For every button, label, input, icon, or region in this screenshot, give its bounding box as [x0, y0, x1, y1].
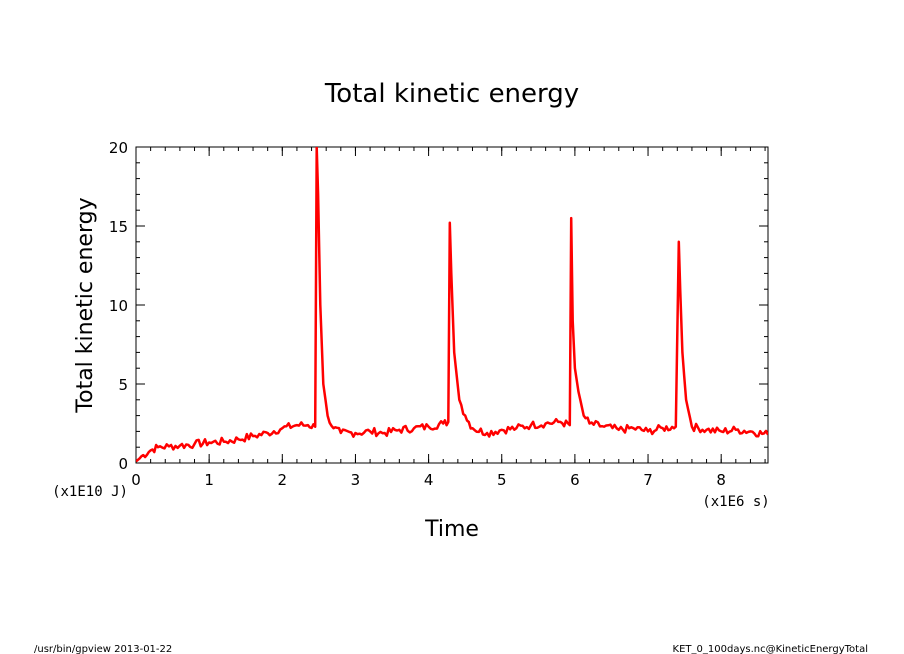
x-tick-label: 3: [351, 471, 361, 489]
y-axis-unit: (x1E10 J): [52, 484, 128, 500]
footer-right: KET_0_100days.nc@KineticEnergyTotal: [673, 644, 868, 654]
x-axis-unit: (x1E6 s): [702, 494, 769, 510]
y-tick-label: 5: [118, 376, 128, 394]
chart-title: Total kinetic energy: [324, 79, 579, 109]
x-tick-label: 0: [131, 471, 141, 489]
x-axis-label: Time: [424, 517, 479, 542]
footer-left: /usr/bin/gpview 2013-01-22: [34, 644, 172, 654]
x-tick-label: 2: [278, 471, 288, 489]
y-axis-label: Total kinetic energy: [73, 197, 98, 413]
x-tick-label: 7: [643, 471, 653, 489]
x-tick-label: 8: [716, 471, 726, 489]
axis-tick-labels: 0 1 2 3 4 5 6 7 8 0 5 10 15 20: [109, 139, 726, 489]
x-tick-label: 4: [424, 471, 434, 489]
y-tick-label: 20: [109, 139, 128, 157]
x-tick-label: 5: [497, 471, 507, 489]
y-tick-label: 0: [118, 455, 128, 473]
x-tick-label: 1: [204, 471, 214, 489]
y-tick-label: 15: [109, 218, 128, 236]
series-line: [136, 147, 768, 463]
axis-ticks: [135, 146, 768, 464]
y-tick-label: 10: [109, 297, 128, 315]
x-tick-label: 6: [570, 471, 580, 489]
